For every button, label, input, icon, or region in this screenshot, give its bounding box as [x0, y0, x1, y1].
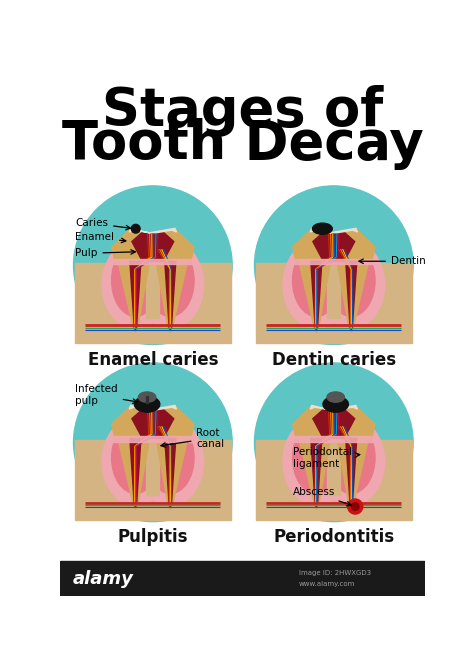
Polygon shape — [146, 395, 148, 403]
Ellipse shape — [327, 392, 345, 402]
Ellipse shape — [111, 422, 159, 493]
Polygon shape — [130, 438, 141, 507]
Polygon shape — [130, 261, 141, 330]
Text: Pulp: Pulp — [75, 249, 136, 259]
Polygon shape — [337, 438, 369, 510]
Ellipse shape — [292, 245, 340, 316]
Ellipse shape — [102, 241, 169, 328]
Polygon shape — [75, 263, 230, 343]
Polygon shape — [310, 228, 357, 233]
Polygon shape — [328, 438, 340, 495]
Polygon shape — [129, 228, 176, 233]
Polygon shape — [118, 438, 150, 510]
Text: Pulpitis: Pulpitis — [118, 528, 188, 546]
Polygon shape — [256, 263, 411, 343]
Circle shape — [255, 363, 413, 522]
Polygon shape — [299, 438, 330, 510]
Polygon shape — [292, 406, 375, 438]
Ellipse shape — [146, 422, 194, 493]
Ellipse shape — [137, 241, 204, 328]
Text: Enamel: Enamel — [75, 232, 126, 243]
Polygon shape — [256, 440, 411, 520]
Text: Infected
pulp: Infected pulp — [75, 384, 137, 405]
Ellipse shape — [135, 396, 160, 412]
Polygon shape — [156, 261, 188, 332]
Polygon shape — [146, 261, 159, 318]
Text: Image ID: 2HWXGD3: Image ID: 2HWXGD3 — [299, 570, 371, 576]
Polygon shape — [112, 259, 194, 265]
Text: Root
canal: Root canal — [161, 427, 225, 449]
Polygon shape — [75, 440, 230, 520]
Polygon shape — [292, 228, 375, 261]
Text: www.alamy.com: www.alamy.com — [299, 581, 356, 587]
Text: Periodontal
ligament: Periodontal ligament — [292, 448, 360, 469]
Bar — [60, 561, 425, 596]
Polygon shape — [165, 438, 176, 507]
Ellipse shape — [138, 392, 156, 402]
Polygon shape — [311, 438, 322, 507]
Polygon shape — [165, 261, 176, 330]
Text: Periodontitis: Periodontitis — [273, 528, 394, 546]
Polygon shape — [346, 438, 357, 507]
Polygon shape — [337, 261, 369, 332]
Polygon shape — [112, 436, 194, 442]
Polygon shape — [292, 436, 375, 442]
Polygon shape — [313, 410, 355, 438]
Ellipse shape — [137, 418, 204, 505]
Circle shape — [255, 186, 413, 344]
Ellipse shape — [328, 422, 375, 493]
Polygon shape — [112, 228, 194, 261]
Polygon shape — [118, 261, 150, 332]
Circle shape — [73, 363, 232, 522]
Ellipse shape — [323, 396, 348, 412]
Ellipse shape — [283, 418, 350, 505]
Polygon shape — [146, 438, 159, 495]
Circle shape — [73, 186, 232, 344]
Text: alamy: alamy — [73, 570, 134, 588]
Text: Dentin: Dentin — [359, 256, 426, 266]
Ellipse shape — [312, 223, 332, 234]
Polygon shape — [129, 405, 176, 410]
Circle shape — [131, 224, 140, 233]
Polygon shape — [328, 261, 340, 318]
Text: Dentin caries: Dentin caries — [272, 350, 396, 369]
Ellipse shape — [292, 422, 340, 493]
Polygon shape — [132, 410, 174, 438]
Polygon shape — [292, 259, 375, 265]
Polygon shape — [313, 232, 355, 261]
Text: Tooth Decay: Tooth Decay — [62, 117, 424, 170]
Ellipse shape — [146, 245, 194, 316]
Polygon shape — [156, 438, 188, 510]
Polygon shape — [310, 405, 357, 410]
Ellipse shape — [102, 418, 169, 505]
Ellipse shape — [328, 245, 375, 316]
Polygon shape — [112, 406, 194, 438]
Polygon shape — [299, 261, 330, 332]
Ellipse shape — [318, 418, 384, 505]
Text: Enamel caries: Enamel caries — [88, 350, 218, 369]
Polygon shape — [346, 261, 357, 330]
Ellipse shape — [283, 241, 350, 328]
Ellipse shape — [318, 241, 384, 328]
Text: Caries: Caries — [75, 218, 130, 230]
Text: Abscess: Abscess — [292, 487, 351, 506]
Circle shape — [351, 502, 359, 511]
Circle shape — [347, 499, 363, 514]
Ellipse shape — [111, 245, 159, 316]
Polygon shape — [311, 261, 322, 330]
Polygon shape — [132, 232, 174, 261]
Text: Stages of: Stages of — [102, 85, 383, 137]
